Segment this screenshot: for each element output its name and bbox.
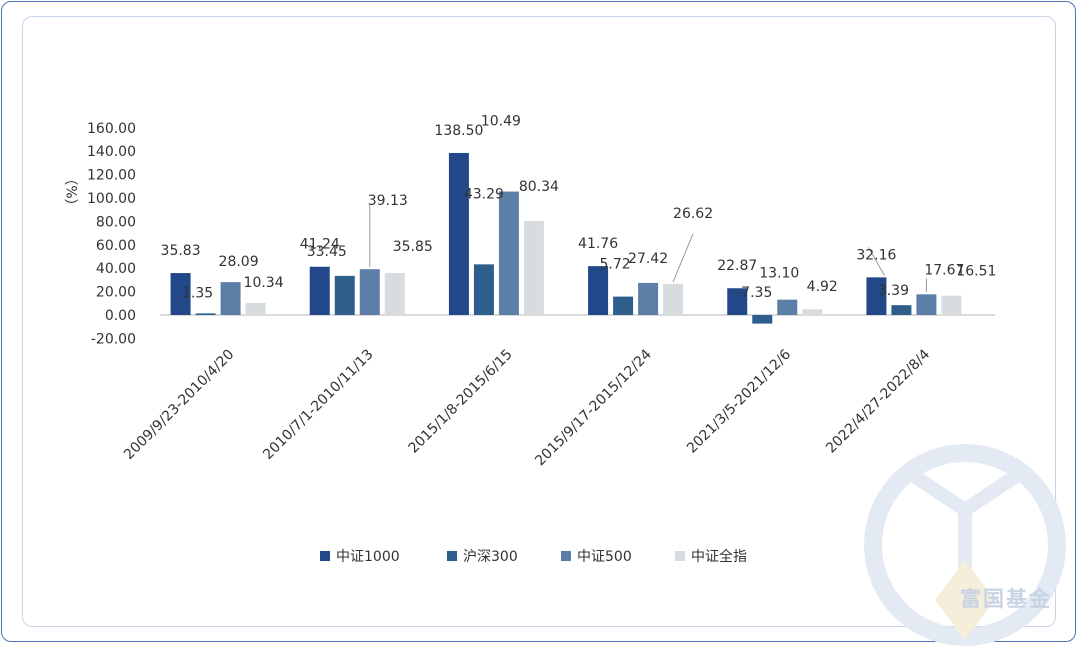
- bar-0-2: [448, 152, 469, 315]
- data-label-1-4: -7.35: [736, 285, 772, 301]
- bar-0-1: [309, 266, 330, 315]
- legend-label-2: 中证500: [577, 549, 632, 565]
- bar-1-2: [473, 264, 494, 315]
- data-label-1-3: 5.72: [599, 257, 630, 273]
- legend-swatch-1: [447, 551, 457, 561]
- data-label-0-0: 35.83: [161, 243, 201, 259]
- y-tick-label: 0.00: [105, 308, 136, 324]
- data-label-3-4: 4.92: [807, 279, 838, 295]
- bar-3-5: [941, 295, 962, 315]
- x-category-label: 2021/3/5-2021/12/6: [684, 346, 794, 456]
- x-category-label: 2010/7/1-2010/11/13: [260, 347, 376, 463]
- bar-2-3: [638, 282, 659, 315]
- y-tick-label: 140.00: [87, 144, 136, 160]
- watermark-logo: 富国基金: [864, 444, 1066, 646]
- legend-label-0: 中证1000: [336, 549, 400, 565]
- data-label-3-3: 26.62: [673, 206, 713, 222]
- bar-1-3: [613, 296, 634, 315]
- y-tick-label: 120.00: [87, 168, 136, 184]
- bar-2-2: [498, 191, 519, 315]
- y-tick-label: 80.00: [96, 214, 136, 230]
- bar-0-0: [170, 273, 191, 315]
- legend-label-3: 中证全指: [691, 548, 747, 565]
- data-label-3-5: 16.51: [956, 264, 996, 280]
- bar-1-4: [752, 315, 773, 324]
- bar-0-3: [588, 266, 609, 315]
- bar-3-2: [523, 221, 544, 315]
- y-axis-label: （%）: [65, 171, 81, 212]
- bar-1-0: [195, 313, 216, 315]
- data-label-1-0: 1.35: [182, 285, 213, 301]
- legend-swatch-0: [320, 551, 330, 561]
- data-label-2-4: 13.10: [759, 266, 799, 282]
- data-label-3-0: 10.34: [244, 275, 284, 291]
- data-label-0-4: 22.87: [717, 258, 757, 274]
- data-label-1-5: 3.39: [878, 283, 909, 299]
- x-category-label: 2009/9/23-2010/4/20: [121, 347, 237, 463]
- y-tick-label: 100.00: [87, 191, 136, 207]
- leader-line: [672, 233, 694, 283]
- bar-2-0: [220, 282, 241, 315]
- data-label-2-5: 17.67: [924, 262, 964, 278]
- data-label-3-2: 80.34: [519, 179, 559, 195]
- x-category-label: 2015/9/17-2015/12/24: [532, 346, 655, 469]
- bar-3-0: [245, 302, 266, 315]
- y-tick-label: 40.00: [96, 261, 136, 277]
- data-label-2-2: 10.49: [481, 114, 521, 130]
- x-category-label: 2015/1/8-2015/6/15: [406, 347, 516, 457]
- data-label-2-3: 27.42: [628, 251, 668, 267]
- bar-1-5: [891, 305, 912, 315]
- data-label-0-2: 138.50: [434, 123, 483, 139]
- leader-line: [867, 247, 885, 276]
- data-label-1-1: 33.45: [307, 244, 347, 260]
- bar-3-4: [802, 309, 823, 315]
- bar-3-3: [663, 283, 684, 315]
- bar-2-4: [777, 299, 798, 315]
- bar-0-5: [866, 277, 887, 315]
- data-label-2-0: 28.09: [219, 254, 259, 270]
- legend-swatch-2: [561, 551, 571, 561]
- data-label-0-3: 41.76: [578, 236, 618, 252]
- y-tick-label: 160.00: [87, 121, 136, 137]
- y-tick-label: -20.00: [91, 331, 136, 347]
- bar-2-5: [916, 294, 937, 315]
- data-label-1-2: 43.29: [464, 186, 504, 202]
- bar-0-4: [727, 288, 748, 315]
- legend-swatch-3: [675, 551, 685, 561]
- y-tick-label: 20.00: [96, 285, 136, 301]
- data-label-0-1: 41.24: [300, 237, 340, 253]
- legend-label-1: 沪深300: [463, 549, 518, 565]
- y-tick-label: 60.00: [96, 238, 136, 254]
- bar-3-1: [384, 273, 405, 315]
- data-label-2-1: 39.13: [368, 193, 408, 209]
- inner-frame: [22, 16, 1056, 627]
- bar-2-1: [359, 269, 380, 315]
- data-label-0-5: 32.16: [856, 247, 896, 263]
- data-label-3-1: 35.85: [393, 239, 433, 255]
- x-category-label: 2022/4/27-2022/8/4: [823, 346, 933, 456]
- bar-1-1: [334, 275, 355, 315]
- watermark-text: 富国基金: [960, 587, 1052, 611]
